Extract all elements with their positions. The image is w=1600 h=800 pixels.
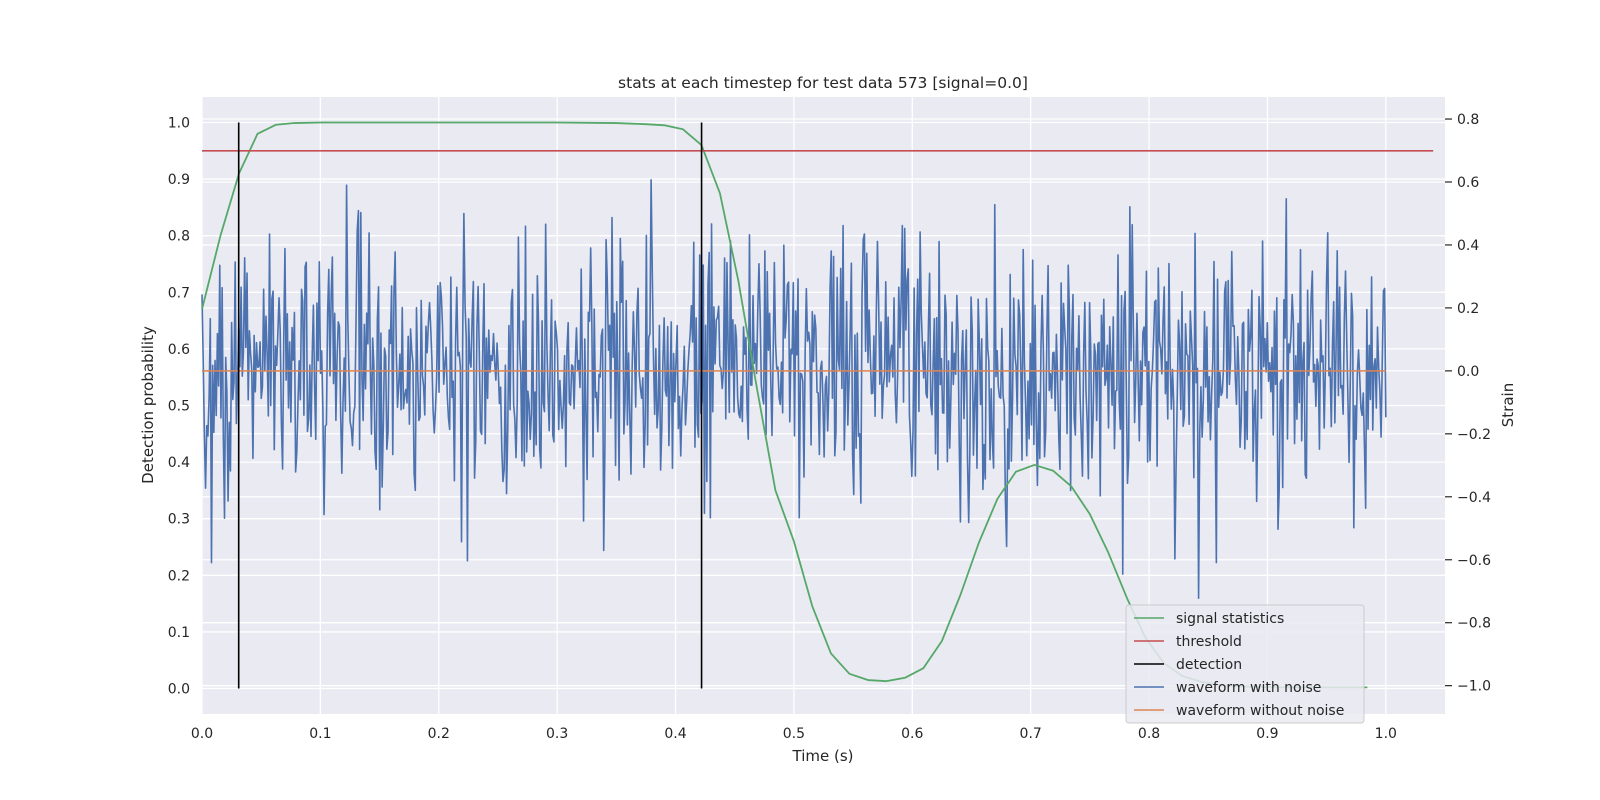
x-tick-labels: 0.0 0.1 0.2 0.3 0.4 0.5 0.6 0.7 0.8 0.9 1.0 xyxy=(191,726,1397,742)
y-left-tick-label: 0.9 xyxy=(168,172,190,188)
y-right-tick-label: −0.2 xyxy=(1457,427,1491,443)
y-left-tick-label: 0.7 xyxy=(168,285,190,301)
legend-label-signal-statistics: signal statistics xyxy=(1176,611,1284,627)
x-tick-label: 0.6 xyxy=(901,726,923,742)
y-left-tick-label: 0.6 xyxy=(168,342,190,358)
x-tick-label: 0.8 xyxy=(1138,726,1160,742)
x-tick-label: 0.4 xyxy=(664,726,686,742)
x-tick-label: 0.1 xyxy=(309,726,331,742)
x-tick-label: 0.0 xyxy=(191,726,213,742)
y-left-tick-label: 0.3 xyxy=(168,512,190,528)
y-right-tick-label: −0.4 xyxy=(1457,490,1491,506)
y-left-tick-label: 1.0 xyxy=(168,115,190,131)
y-right-tick-label: −1.0 xyxy=(1457,679,1491,695)
y-left-tick-label: 0.8 xyxy=(168,229,190,245)
y-right-tick-label: −0.6 xyxy=(1457,553,1491,569)
y-right-tick-label: −0.8 xyxy=(1457,616,1491,632)
x-tick-label: 0.3 xyxy=(546,726,568,742)
x-tick-label: 0.9 xyxy=(1256,726,1278,742)
y-left-tick-label: 0.0 xyxy=(168,682,190,698)
y-right-tick-label: 0.8 xyxy=(1457,112,1479,128)
y-left-tick-label: 0.4 xyxy=(168,455,190,471)
y-left-tick-labels: 0.0 0.1 0.2 0.3 0.4 0.5 0.6 0.7 0.8 0.9 1.0 xyxy=(168,115,190,697)
legend-label-threshold: threshold xyxy=(1176,634,1242,650)
y-left-tick-label: 0.2 xyxy=(168,568,190,584)
y-right-tick-labels: −1.0 −0.8 −0.6 −0.4 −0.2 0.0 0.2 0.4 0.6 0.8 xyxy=(1445,112,1491,695)
x-tick-label: 0.5 xyxy=(783,726,805,742)
series-line-waveform-with-noise xyxy=(201,178,1387,599)
x-tick-label: 0.7 xyxy=(1020,726,1042,742)
y-right-tick-label: 0.0 xyxy=(1457,364,1479,380)
legend-label-detection: detection xyxy=(1176,657,1242,673)
y-left-tick-label: 0.1 xyxy=(168,625,190,641)
legend: signal statistics threshold detection wa… xyxy=(1125,604,1365,724)
x-tick-label: 0.2 xyxy=(428,726,450,742)
y-right-tick-label: 0.4 xyxy=(1457,238,1479,254)
legend-box xyxy=(1125,604,1365,724)
legend-label-waveform-without-noise: waveform without noise xyxy=(1176,703,1344,719)
y-axis-label-left: Detection probability xyxy=(139,326,157,484)
legend-label-waveform-with-noise: waveform with noise xyxy=(1176,680,1321,696)
y-right-tick-label: 0.2 xyxy=(1457,301,1479,317)
x-tick-label: 1.0 xyxy=(1375,726,1397,742)
y-axis-label-right: Strain xyxy=(1499,383,1517,427)
chart-title: stats at each timestep for test data 573… xyxy=(618,74,1028,92)
y-left-tick-label: 0.5 xyxy=(168,399,190,415)
y-right-tick-label: 0.6 xyxy=(1457,175,1479,191)
x-axis-label: Time (s) xyxy=(792,747,854,765)
